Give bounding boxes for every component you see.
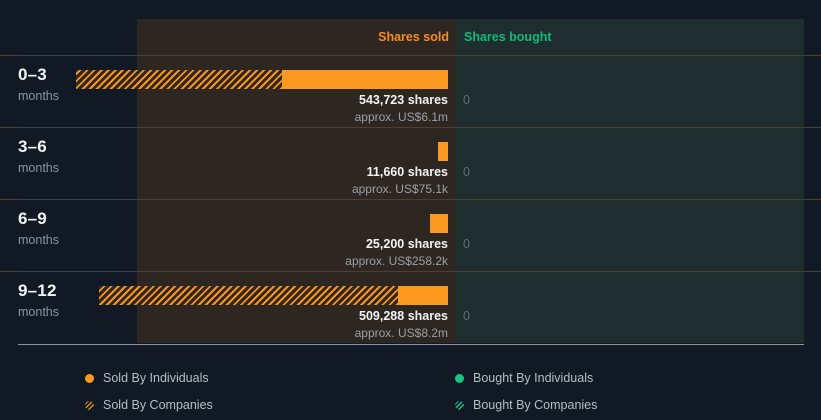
legend-item-sold-companies[interactable]: Sold By Companies xyxy=(85,395,213,415)
row-divider xyxy=(18,271,137,272)
period-range: 3–6 xyxy=(18,137,47,156)
chart-bottom-divider xyxy=(18,344,804,345)
shares-sold-bar[interactable] xyxy=(76,70,448,89)
bar-segment-individuals xyxy=(438,142,448,161)
period-range: 6–9 xyxy=(18,209,47,228)
bar-segment-individuals xyxy=(282,70,448,89)
shares-bought-column-background xyxy=(456,19,804,343)
period-unit: months xyxy=(18,89,59,103)
bar-segment-companies xyxy=(99,286,398,305)
legend-item-sold-individuals[interactable]: Sold By Individuals xyxy=(85,368,209,388)
shares-bought-value: 0 xyxy=(463,237,470,251)
legend-item-bought-companies[interactable]: Bought By Companies xyxy=(455,395,597,415)
period-label: 9–12 months xyxy=(18,280,130,322)
bought-companies-swatch-icon xyxy=(455,400,464,410)
shares-bought-value: 0 xyxy=(463,93,470,107)
period-unit: months xyxy=(18,161,59,175)
bought-individuals-swatch-icon xyxy=(455,373,464,383)
period-unit: months xyxy=(18,233,59,247)
shares-bought-value: 0 xyxy=(463,165,470,179)
period-unit: months xyxy=(18,305,59,319)
shares-sold-approx-value: approx. US$6.1m xyxy=(354,110,448,124)
period-range: 0–3 xyxy=(18,65,47,84)
row-divider xyxy=(18,55,137,56)
row-divider xyxy=(18,199,137,200)
table-row[interactable]: 9–12 months 509,288 shares approx. US$8.2m 0 xyxy=(0,271,821,343)
legend-label: Bought By Companies xyxy=(473,398,598,412)
shares-sold-approx-value: approx. US$75.1k xyxy=(351,182,448,196)
table-row[interactable]: 3–6 months 11,660 shares approx. US$75.1k 0 xyxy=(0,127,821,199)
shares-sold-approx-value: approx. US$258.2k xyxy=(345,254,448,268)
period-label: 6–9 months xyxy=(18,208,130,250)
legend-label: Bought By Individuals xyxy=(473,371,594,385)
bar-segment-individuals xyxy=(430,214,448,233)
bar-segment-companies xyxy=(76,70,282,89)
shares-sold-bar[interactable] xyxy=(438,142,448,161)
shares-sold-header: Shares sold xyxy=(378,30,449,44)
sold-companies-swatch-icon xyxy=(85,400,94,410)
shares-sold-value: 25,200 shares xyxy=(365,237,448,251)
shares-sold-value: 543,723 shares xyxy=(359,93,448,107)
shares-sold-value: 11,660 shares xyxy=(366,165,448,179)
shares-sold-bar[interactable] xyxy=(430,214,448,233)
row-divider xyxy=(18,127,137,128)
shares-bought-value: 0 xyxy=(463,309,470,323)
column-headers: Shares sold Shares bought xyxy=(0,19,821,55)
table-row[interactable]: 6–9 months 25,200 shares approx. US$258.2k 0 xyxy=(0,199,821,271)
sold-individuals-swatch-icon xyxy=(85,373,94,383)
shares-sold-bar[interactable] xyxy=(99,286,448,305)
shares-bought-header: Shares bought xyxy=(464,30,552,44)
shares-sold-approx-value: approx. US$8.2m xyxy=(354,326,448,340)
period-label: 0–3 months xyxy=(18,64,130,106)
chart-legend: Sold By Individuals Sold By Companies Bo… xyxy=(0,362,821,420)
legend-item-bought-individuals[interactable]: Bought By Individuals xyxy=(455,368,593,388)
period-range: 9–12 xyxy=(18,281,57,300)
shares-sold-value: 509,288 shares xyxy=(359,309,448,323)
legend-label: Sold By Companies xyxy=(103,398,213,412)
period-label: 3–6 months xyxy=(18,136,130,178)
bar-segment-individuals xyxy=(398,286,448,305)
table-row[interactable]: 0–3 months 543,723 shares approx. US$6.1m 0 xyxy=(0,55,821,127)
legend-label: Sold By Individuals xyxy=(103,371,209,385)
